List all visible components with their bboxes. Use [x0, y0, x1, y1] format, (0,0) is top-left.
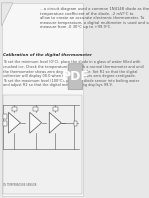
- Text: To set the minimum level (0°C), place the diode in a glass of water filled with
: To set the minimum level (0°C), place th…: [3, 60, 143, 87]
- Bar: [74, 121, 77, 126]
- FancyBboxPatch shape: [68, 64, 83, 90]
- Polygon shape: [30, 112, 42, 133]
- Text: PDF: PDF: [61, 70, 89, 83]
- Text: ...a circuit diagram used a common 1N4148 diode as the
temperature coefficient o: ...a circuit diagram used a common 1N414…: [40, 7, 149, 29]
- Polygon shape: [2, 3, 13, 26]
- Bar: [12, 107, 17, 111]
- Polygon shape: [8, 112, 20, 133]
- Bar: [53, 107, 58, 111]
- FancyBboxPatch shape: [2, 3, 83, 196]
- Bar: [3, 95, 82, 194]
- Bar: [3, 114, 7, 119]
- Text: 0V TEMPERATURE SENSOR: 0V TEMPERATURE SENSOR: [3, 183, 36, 187]
- Polygon shape: [49, 112, 61, 133]
- Bar: [3, 121, 7, 126]
- Text: Calibration of the digital thermometer: Calibration of the digital thermometer: [3, 53, 91, 57]
- Bar: [33, 107, 38, 111]
- Polygon shape: [2, 3, 13, 26]
